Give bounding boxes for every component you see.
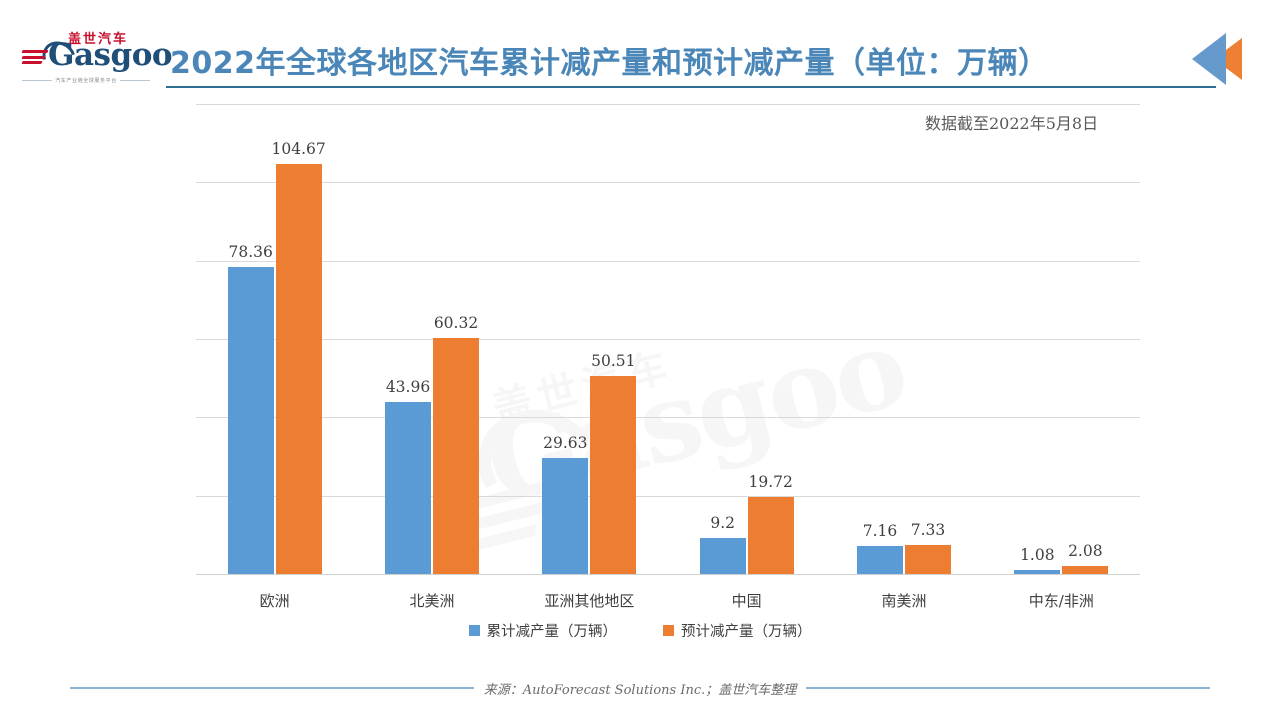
bar-value-label: 78.36: [228, 243, 273, 262]
x-axis-category-label: 北美洲: [409, 592, 455, 610]
bar-cumulative: [857, 545, 903, 574]
legend-item-cumulative[interactable]: 累计减产量（万辆）: [468, 620, 618, 641]
footer-rule-right: [806, 687, 1211, 689]
x-axis-category-label: 中国: [731, 592, 762, 610]
bar-value-label: 60.32: [433, 313, 479, 332]
bar-forecast: [590, 376, 637, 574]
arrow-left-blue-icon: [1192, 33, 1226, 85]
legend-swatch-icon: [468, 625, 480, 636]
logo-chinese-name: 盖世汽车: [68, 32, 129, 47]
bar-value-label: 7.33: [910, 521, 946, 540]
bar-value-label: 1.08: [1020, 545, 1055, 564]
bar-value-label: 19.72: [748, 472, 793, 491]
corner-arrows-decoration: [1192, 33, 1264, 85]
page-header: 盖世汽车 Gasgoo 汽车产业链全球服务平台 2022年全球各地区汽车累计减产…: [0, 0, 1280, 92]
gridline: [196, 104, 1140, 105]
source-text: 来源：AutoForecast Solutions Inc.；盖世汽车整理: [483, 682, 797, 698]
gridline: [196, 182, 1140, 184]
bar-cumulative: [227, 267, 274, 574]
x-axis-category-label: 亚洲其他地区: [544, 592, 635, 610]
gridline: [196, 260, 1140, 262]
plot-area: 02040608010012078.36104.67欧洲43.9660.32北美…: [196, 104, 1140, 610]
bar-cumulative: [385, 401, 431, 574]
legend-swatch-icon: [663, 625, 674, 636]
logo-tagline: 汽车产业链全球服务平台: [55, 78, 117, 84]
bar-forecast: [433, 337, 479, 574]
legend-item-forecast[interactable]: 预计减产量（万辆）: [663, 620, 812, 641]
bar-cumulative: [699, 537, 746, 574]
gridline: [196, 495, 1140, 497]
header-divider: [166, 86, 1216, 88]
x-axis-category-label: 中东/非洲: [1028, 592, 1094, 610]
footer-rule-left: [70, 687, 474, 689]
page-title: 2022年全球各地区汽车累计减产量和预计减产量（单位：万辆）: [170, 46, 1049, 81]
logo-tagline-rule-right: [119, 80, 151, 81]
gridline: [196, 339, 1140, 340]
logo-tagline-row: 汽车产业链全球服务平台: [22, 77, 151, 84]
bar-forecast: [1062, 565, 1109, 574]
bar-cumulative: [542, 457, 589, 574]
bar-value-label: 7.16: [862, 521, 898, 540]
logo-stripes-icon: [21, 50, 50, 70]
chart-legend: 累计减产量（万辆） 预计减产量（万辆）: [0, 620, 1280, 641]
as-of-note: 数据截至2022年5月8日: [925, 114, 1099, 133]
page-footer: 来源：AutoForecast Solutions Inc.；盖世汽车整理: [0, 676, 1280, 700]
x-axis-category-label: 南美洲: [881, 592, 927, 610]
gasgoo-logo: 盖世汽车 Gasgoo 汽车产业链全球服务平台: [21, 28, 173, 90]
bar-value-label: 9.2: [710, 513, 735, 532]
bar-cumulative: [1014, 569, 1061, 574]
bar-value-label: 104.67: [271, 140, 326, 159]
legend-label: 累计减产量（万辆）: [486, 624, 618, 640]
bar-forecast: [905, 545, 951, 574]
bar-forecast: [747, 496, 794, 574]
x-axis-category-label: 欧洲: [259, 592, 290, 610]
bar-value-label: 50.51: [591, 352, 636, 371]
gridline: [196, 417, 1140, 419]
gridline: [196, 574, 1140, 575]
bar-forecast: [275, 164, 322, 574]
legend-label: 预计减产量（万辆）: [681, 624, 812, 640]
logo-wordmark: Gasgoo: [48, 37, 173, 73]
bar-chart: 数据截至2022年5月8日 盖世汽车 Gasgoo 02040608010012…: [0, 92, 1280, 652]
bar-value-label: 43.96: [385, 377, 431, 396]
bar-value-label: 2.08: [1068, 541, 1103, 560]
bar-value-label: 29.63: [543, 433, 588, 452]
logo-tagline-rule-left: [22, 80, 53, 81]
